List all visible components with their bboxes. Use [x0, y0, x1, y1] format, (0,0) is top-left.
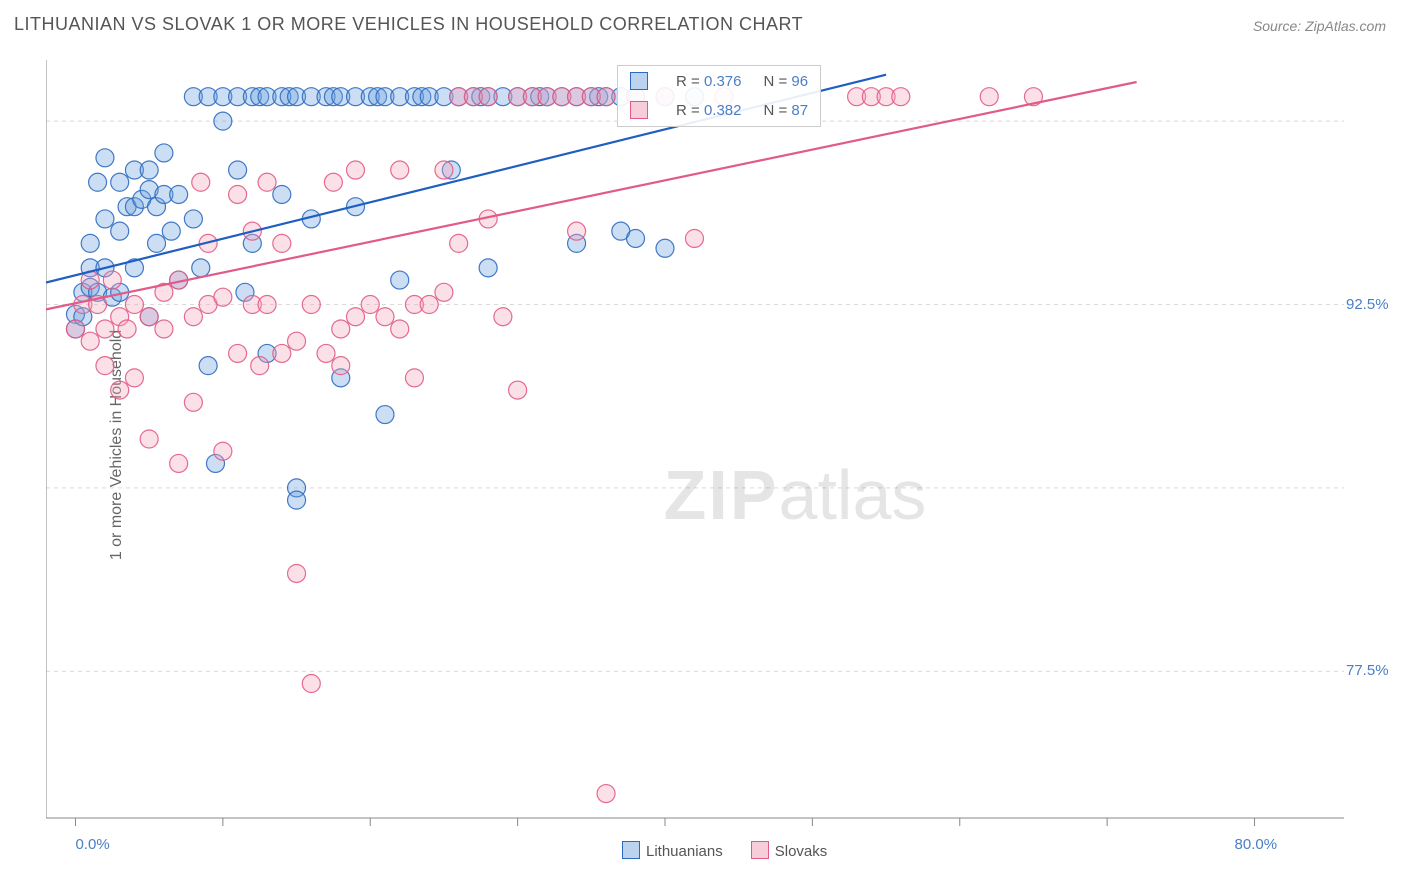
- source-attribution: Source: ZipAtlas.com: [1253, 18, 1386, 34]
- legend-item: Lithuanians: [622, 841, 723, 860]
- x-tick-label: 0.0%: [75, 836, 109, 853]
- y-tick-label: 77.5%: [1346, 662, 1389, 679]
- correlation-legend: R = 0.376N = 96R = 0.382N = 87: [617, 65, 821, 127]
- x-tick-label: 80.0%: [1235, 836, 1278, 853]
- svg-text:ZIPatlas: ZIPatlas: [664, 456, 927, 534]
- y-tick-label: 92.5%: [1346, 296, 1389, 313]
- scatter-plot: ZIPatlas 77.5%92.5%0.0%80.0%R = 0.376N =…: [46, 60, 1376, 830]
- chart-canvas: ZIPatlas: [46, 60, 1376, 870]
- legend-item: Slovaks: [751, 841, 828, 860]
- chart-title: LITHUANIAN VS SLOVAK 1 OR MORE VEHICLES …: [14, 14, 803, 35]
- series-legend: Lithuanians Slovaks: [622, 841, 827, 860]
